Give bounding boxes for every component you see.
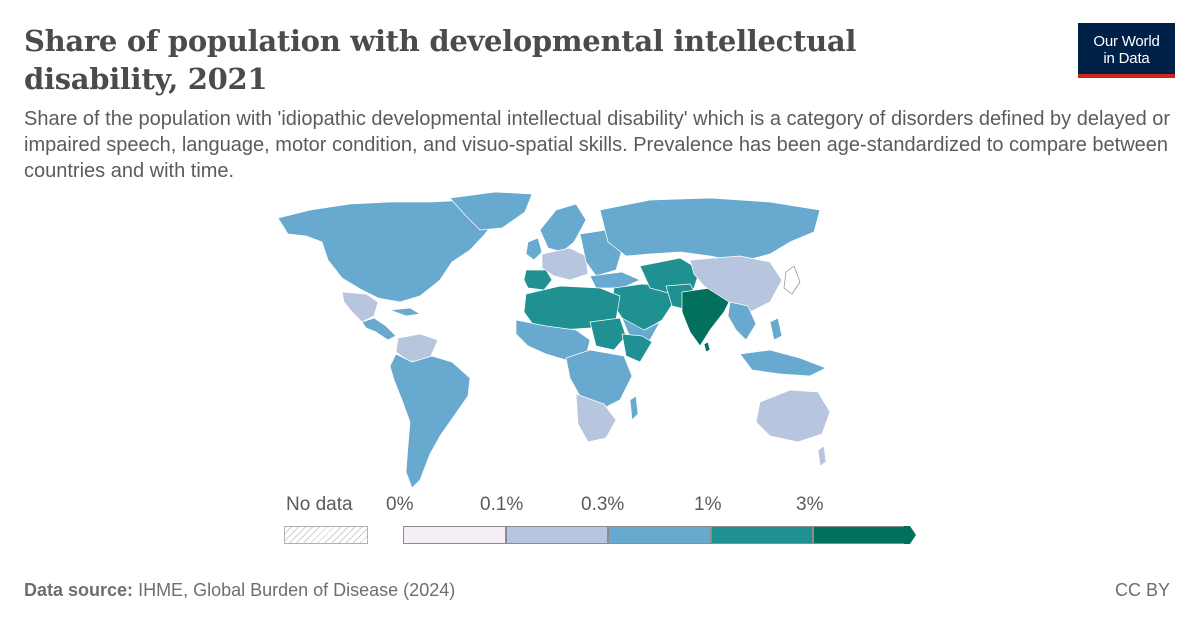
chart-title: Share of population with developmental i… — [24, 24, 857, 96]
region-northern-europe[interactable] — [539, 203, 587, 253]
color-legend: No data 0% 0.1% 0.3% 1% 3% — [280, 494, 940, 554]
region-southern-africa[interactable] — [575, 393, 617, 443]
logo-line-1: Our World — [1093, 33, 1160, 50]
region-central-east-africa[interactable] — [565, 349, 633, 411]
legend-bin-3[interactable] — [711, 526, 813, 544]
region-caribbean[interactable] — [389, 307, 421, 317]
owid-logo[interactable]: Our World in Data — [1078, 23, 1175, 78]
region-sri-lanka[interactable] — [703, 341, 711, 353]
region-sudan-chad[interactable] — [589, 317, 627, 351]
data-source: Data source: IHME, Global Burden of Dise… — [24, 580, 455, 601]
region-iberia[interactable] — [523, 269, 553, 291]
logo-line-2: in Data — [1103, 50, 1150, 67]
region-mainland-southeast-asia[interactable] — [727, 301, 757, 341]
region-australia[interactable] — [755, 389, 830, 443]
region-north-america[interactable] — [277, 199, 506, 303]
region-uk-ireland[interactable] — [525, 237, 543, 261]
legend-tick-0: 0% — [386, 494, 414, 515]
legend-tick-2: 0.3% — [581, 494, 625, 515]
data-source-label: Data source: — [24, 580, 134, 600]
legend-nodata-label: No data — [286, 494, 353, 515]
license-link[interactable]: CC BY — [1114, 580, 1170, 600]
region-new-zealand[interactable] — [817, 445, 827, 467]
region-korea-japan[interactable] — [783, 265, 801, 295]
region-china-mongolia[interactable] — [689, 255, 783, 315]
region-indonesia[interactable] — [739, 349, 827, 377]
legend-bin-1[interactable] — [506, 526, 608, 544]
legend-tick-4: 3% — [796, 494, 824, 515]
region-madagascar[interactable] — [629, 395, 639, 421]
region-horn-of-africa[interactable] — [621, 333, 653, 363]
data-source-text[interactable]: IHME, Global Burden of Disease (2024) — [138, 580, 456, 600]
region-turkey-caucasus[interactable] — [589, 271, 641, 289]
legend-nodata-swatch[interactable] — [284, 526, 368, 544]
legend-arrow-icon — [904, 526, 916, 544]
region-south-america[interactable] — [389, 353, 471, 489]
region-philippines[interactable] — [769, 317, 783, 341]
region-russia[interactable] — [599, 197, 821, 263]
region-greenland[interactable] — [449, 191, 533, 231]
region-mexico[interactable] — [341, 291, 379, 323]
world-map[interactable] — [270, 190, 830, 490]
legend-bin-4[interactable] — [813, 526, 905, 544]
legend-arrow-shape — [904, 526, 916, 544]
region-western-europe[interactable] — [541, 247, 589, 281]
chart-subtitle: Share of the population with 'idiopathic… — [24, 108, 1171, 182]
legend-bin-0[interactable] — [403, 526, 506, 544]
region-central-america[interactable] — [361, 317, 397, 341]
legend-tick-1: 0.1% — [480, 494, 524, 515]
legend-tick-3: 1% — [694, 494, 722, 515]
legend-bin-2[interactable] — [608, 526, 711, 544]
